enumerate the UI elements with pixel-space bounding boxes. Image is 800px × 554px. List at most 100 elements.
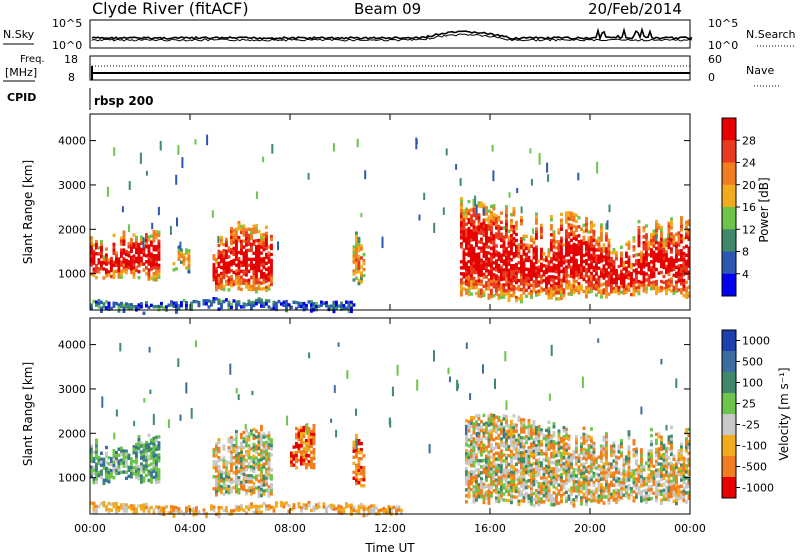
echo-cell <box>675 486 678 491</box>
echo-cell <box>685 220 688 224</box>
echo-cell <box>125 270 128 275</box>
echo-cell <box>520 297 523 301</box>
echo-cell <box>552 485 556 489</box>
echo-cell <box>217 298 221 302</box>
echo-speck <box>332 143 335 152</box>
echo-cell <box>595 281 598 285</box>
echo-cell <box>542 270 546 274</box>
echo-cell <box>240 486 243 491</box>
echo-cell <box>665 285 668 290</box>
echo-cell <box>500 476 503 480</box>
echo-cell <box>147 433 151 438</box>
echo-cell <box>525 482 528 487</box>
echo-cell <box>532 503 536 508</box>
echo-cell <box>557 255 561 259</box>
echo-cell <box>297 449 301 453</box>
echo-cell <box>545 491 548 496</box>
echo-cell <box>522 460 526 464</box>
echo-cell <box>307 439 311 443</box>
echo-cell <box>587 491 591 496</box>
echo-cell <box>635 477 638 481</box>
echo-cell <box>510 443 513 448</box>
echo-cell <box>117 260 121 264</box>
echo-cell <box>582 477 586 481</box>
echo-cell <box>677 243 681 247</box>
echo-cell <box>470 277 473 281</box>
echo-cell <box>647 244 651 248</box>
echo-cell <box>560 454 563 459</box>
echo-cell <box>600 489 603 493</box>
echo-cell <box>460 209 463 213</box>
echo-cell <box>247 450 251 454</box>
echo-cell <box>502 271 506 275</box>
echo-cell <box>267 476 271 480</box>
echo-cell <box>215 442 218 446</box>
echo-cell <box>117 263 121 267</box>
echo-cell <box>622 487 626 491</box>
echo-cell <box>642 247 646 251</box>
echo-cell <box>277 299 281 304</box>
echo-cell <box>650 248 653 252</box>
echo-cell <box>270 477 273 481</box>
echo-cell <box>660 225 663 230</box>
echo-cell <box>590 259 593 264</box>
echo-cell <box>225 273 228 278</box>
echo-cell <box>462 224 466 228</box>
echo-cell <box>580 260 583 264</box>
echo-cell <box>215 285 218 289</box>
echo-cell <box>147 277 151 281</box>
echo-cell <box>645 245 648 249</box>
echo-cell <box>460 278 463 282</box>
echo-cell <box>627 448 631 452</box>
echo-cell <box>485 254 488 258</box>
echo-cell <box>242 472 246 477</box>
echo-cell <box>247 480 251 484</box>
echo-cell <box>572 254 576 259</box>
echo-cell <box>562 276 566 280</box>
echo-cell <box>92 501 96 506</box>
echo-cell <box>355 237 358 241</box>
echo-cell <box>130 264 133 269</box>
echo-cell <box>675 241 678 245</box>
echo-cell <box>127 456 131 460</box>
echo-cell <box>525 485 528 490</box>
echo-cell <box>150 240 153 244</box>
echo-cell <box>655 468 658 473</box>
echo-cell <box>687 261 691 265</box>
echo-cell <box>475 456 478 460</box>
echo-cell <box>660 288 663 293</box>
echo-cell <box>222 444 226 448</box>
echo-cell <box>587 434 591 439</box>
echo-cell <box>470 445 473 450</box>
echo-cell <box>652 235 656 239</box>
echo-cell <box>555 468 558 473</box>
echo-cell <box>667 435 671 439</box>
echo-cell <box>462 254 466 258</box>
echo-cell <box>552 254 556 258</box>
echo-cell <box>255 263 258 267</box>
echo-cell <box>145 455 148 460</box>
echo-cell <box>172 304 176 308</box>
echo-cell <box>615 287 618 291</box>
echo-cell <box>552 275 556 279</box>
echo-cell <box>257 446 261 451</box>
echo-cell <box>610 450 613 454</box>
echo-cell <box>507 453 511 458</box>
echo-cell <box>485 245 488 249</box>
echo-cell <box>605 271 608 275</box>
echo-cell <box>470 250 473 254</box>
echo-cell <box>177 304 181 308</box>
echo-cell <box>635 462 638 466</box>
echo-cell <box>525 425 528 430</box>
echo-cell <box>522 427 526 431</box>
echo-cell <box>357 448 361 452</box>
echo-cell <box>562 261 566 265</box>
echo-cell <box>520 264 523 268</box>
echo-cell <box>577 276 581 280</box>
echo-cell <box>550 224 553 228</box>
echo-cell <box>535 465 538 469</box>
echo-cell <box>627 261 631 265</box>
echo-cell <box>472 494 476 498</box>
echo-cell <box>652 283 656 287</box>
echo-cell <box>230 447 233 452</box>
